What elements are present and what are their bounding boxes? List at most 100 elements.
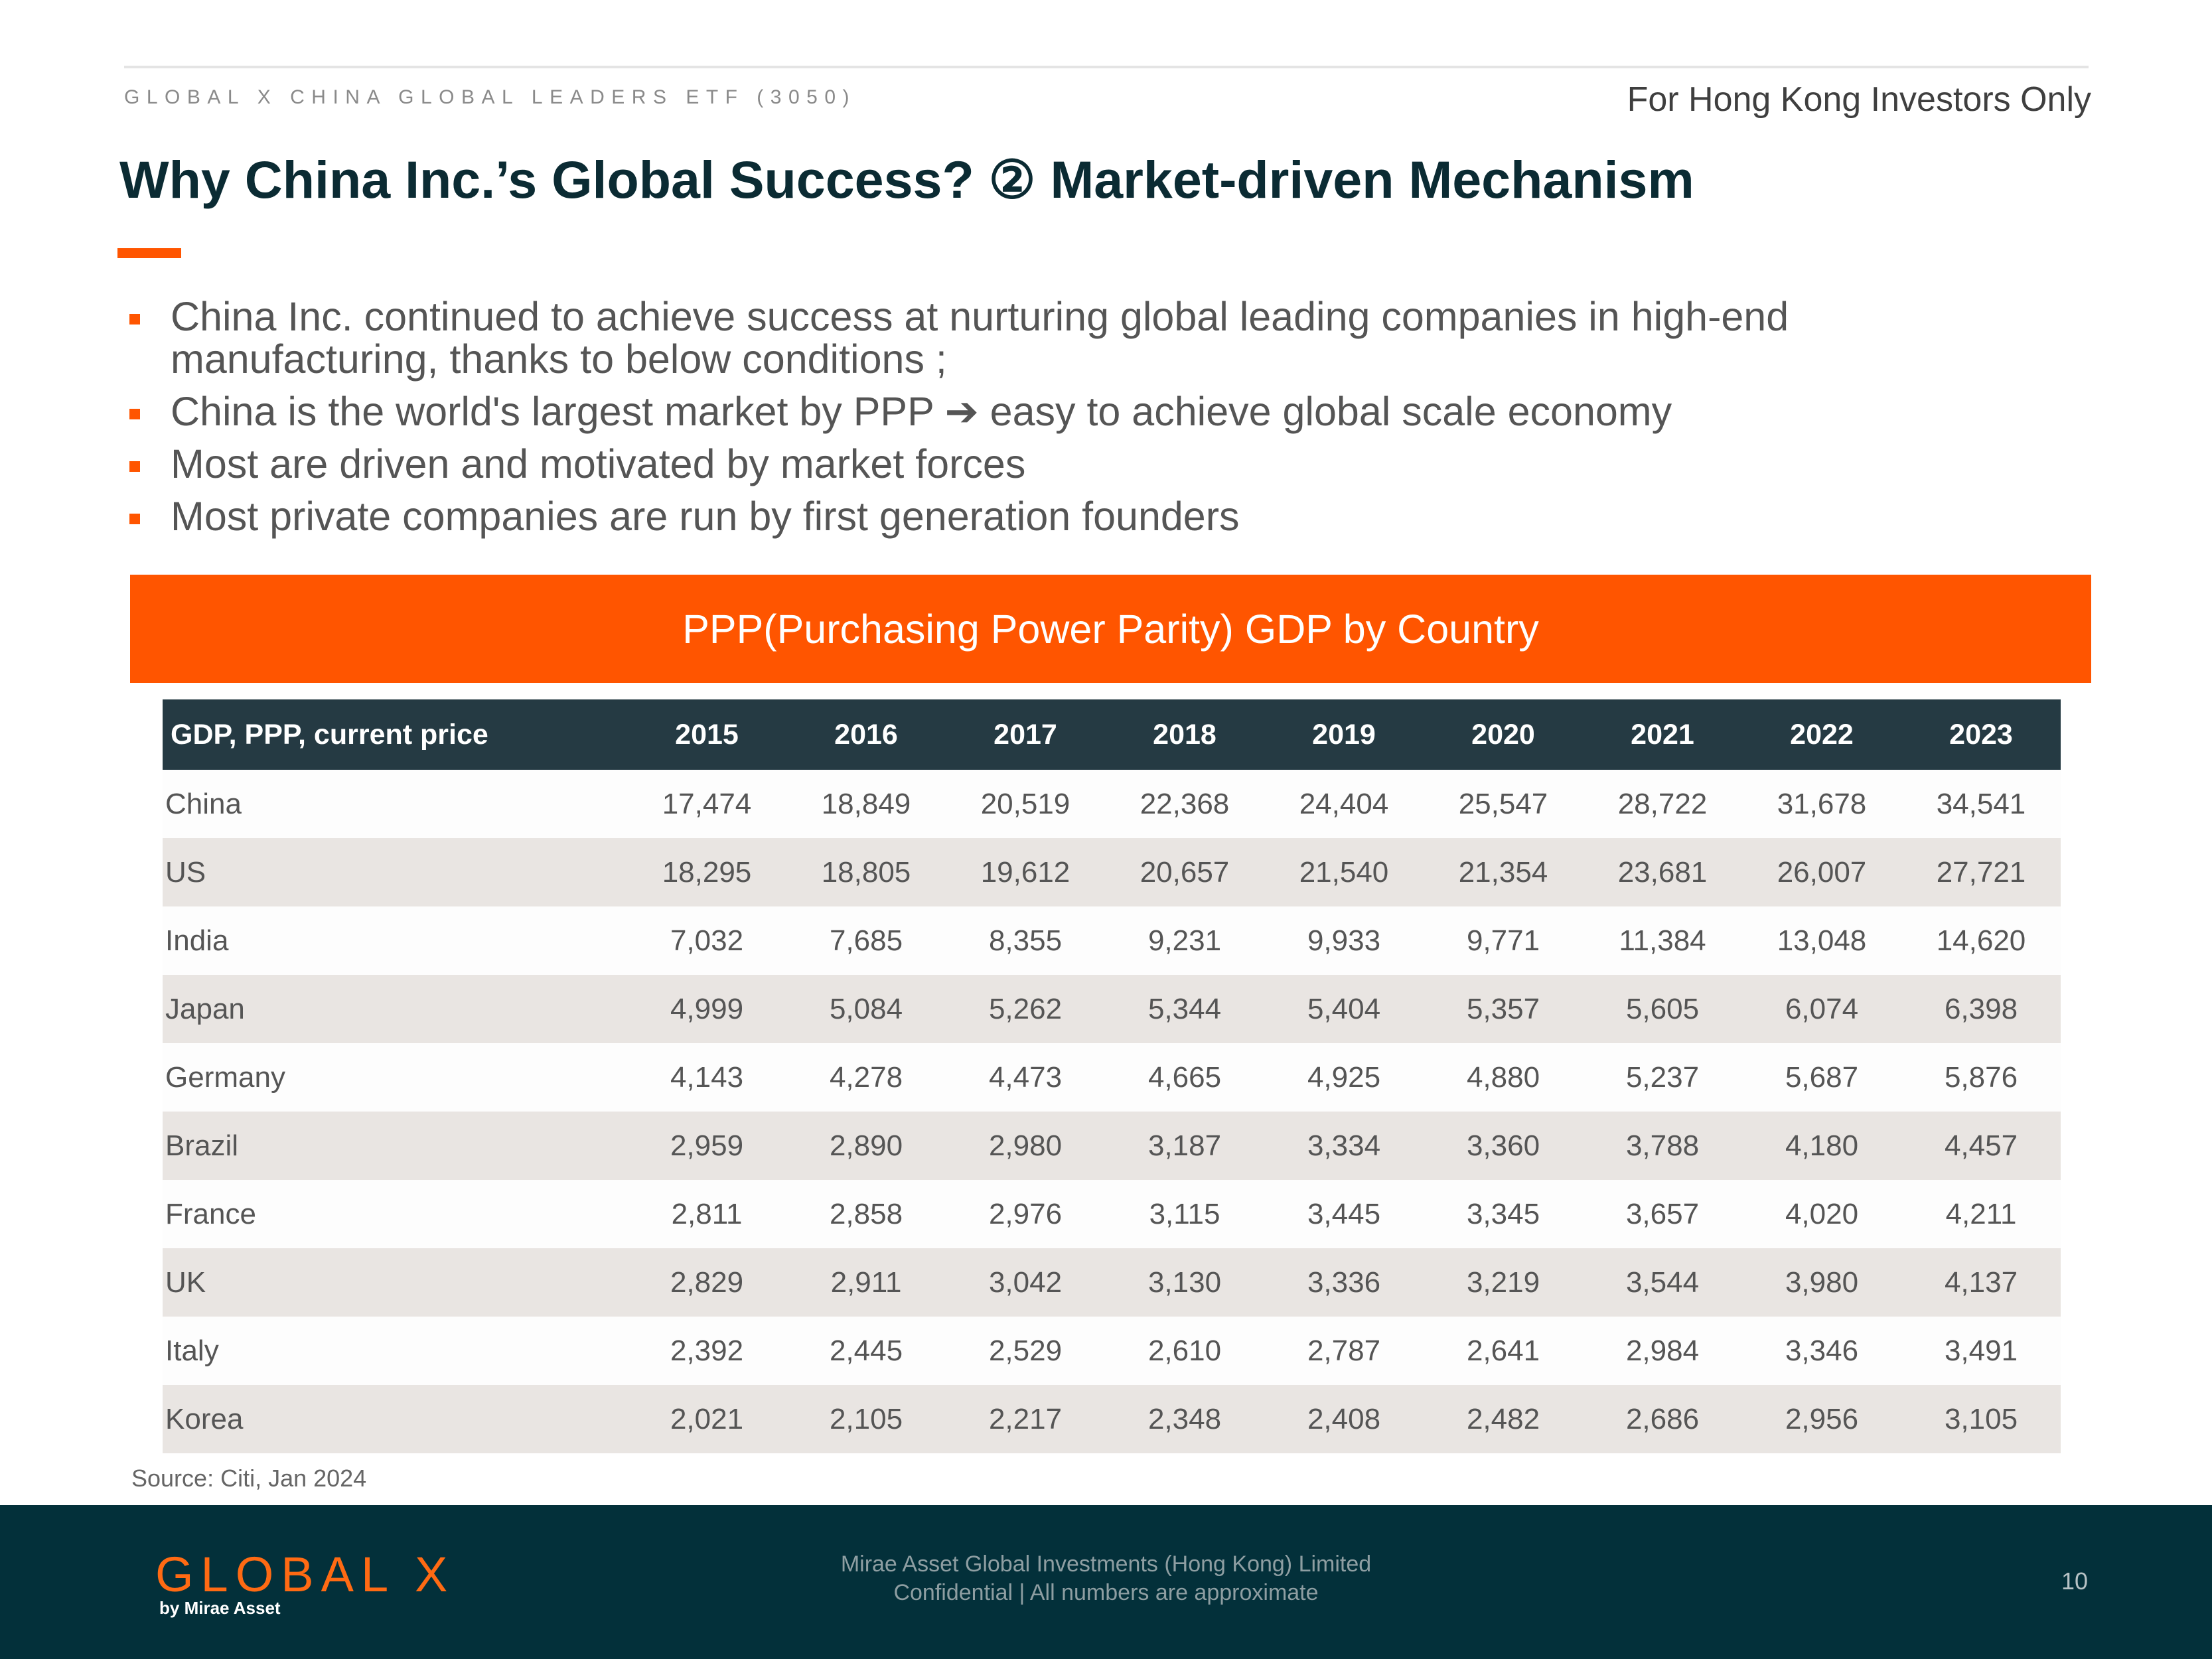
country-cell: Brazil — [163, 1112, 627, 1180]
country-cell: US — [163, 838, 627, 906]
logo-subtitle: by Mirae Asset — [159, 1598, 281, 1618]
header-year: 2015 — [627, 699, 786, 770]
header-year: 2021 — [1583, 699, 1742, 770]
country-cell: UK — [163, 1248, 627, 1317]
value-cell: 3,657 — [1583, 1180, 1742, 1248]
value-cell: 2,984 — [1583, 1317, 1742, 1385]
value-cell: 17,474 — [627, 770, 786, 838]
value-cell: 2,217 — [946, 1385, 1105, 1453]
header-year: 2023 — [1901, 699, 2061, 770]
value-cell: 5,876 — [1901, 1043, 2061, 1112]
company-name: Mirae Asset Global Investments (Hong Kon… — [840, 1551, 1372, 1577]
value-cell: 3,187 — [1105, 1112, 1264, 1180]
value-cell: 26,007 — [1742, 838, 1901, 906]
value-cell: 5,404 — [1264, 975, 1424, 1043]
value-cell: 5,084 — [786, 975, 946, 1043]
value-cell: 3,491 — [1901, 1317, 2061, 1385]
value-cell: 2,641 — [1424, 1317, 1583, 1385]
value-cell: 4,999 — [627, 975, 786, 1043]
bullet-item: Most are driven and motivated by market … — [129, 443, 1921, 485]
value-cell: 2,529 — [946, 1317, 1105, 1385]
table-row: China 17,474 18,849 20,519 22,368 24,404 25,54… — [163, 770, 2061, 838]
value-cell: 21,540 — [1264, 838, 1424, 906]
value-cell: 5,237 — [1583, 1043, 1742, 1112]
value-cell: 2,829 — [627, 1248, 786, 1317]
source-note: Source: Citi, Jan 2024 — [131, 1465, 367, 1492]
footer-company: Mirae Asset Global Investments (Hong Kon… — [0, 1550, 2212, 1607]
bullet-text: Most private companies are run by first … — [171, 494, 1240, 539]
value-cell: 3,115 — [1105, 1180, 1264, 1248]
value-cell: 3,042 — [946, 1248, 1105, 1317]
value-cell: 6,398 — [1901, 975, 2061, 1043]
value-cell: 2,105 — [786, 1385, 946, 1453]
value-cell: 7,685 — [786, 906, 946, 975]
value-cell: 20,657 — [1105, 838, 1264, 906]
table-row: India 7,032 7,685 8,355 9,231 9,933 9,771 11,38… — [163, 906, 2061, 975]
country-cell: Japan — [163, 975, 627, 1043]
value-cell: 3,445 — [1264, 1180, 1424, 1248]
value-cell: 6,074 — [1742, 975, 1901, 1043]
value-cell: 9,231 — [1105, 906, 1264, 975]
country-cell: China — [163, 770, 627, 838]
value-cell: 2,445 — [786, 1317, 946, 1385]
header-year: 2017 — [946, 699, 1105, 770]
table-row: Italy 2,392 2,445 2,529 2,610 2,787 2,641 2,984… — [163, 1317, 2061, 1385]
bullet-item: China is the world's largest market by P… — [129, 390, 1921, 433]
bullet-item: China Inc. continued to achieve success … — [129, 295, 1921, 380]
value-cell: 2,956 — [1742, 1385, 1901, 1453]
value-cell: 34,541 — [1901, 770, 2061, 838]
value-cell: 2,890 — [786, 1112, 946, 1180]
value-cell: 5,605 — [1583, 975, 1742, 1043]
value-cell: 2,392 — [627, 1317, 786, 1385]
value-cell: 25,547 — [1424, 770, 1583, 838]
footer — [0, 1505, 2212, 1659]
value-cell: 4,020 — [1742, 1180, 1901, 1248]
value-cell: 4,143 — [627, 1043, 786, 1112]
page-title: Why China Inc.’s Global Success? ② Marke… — [119, 150, 1694, 209]
value-cell: 3,334 — [1264, 1112, 1424, 1180]
bullet-text: China Inc. continued to achieve success … — [171, 294, 1789, 382]
country-cell: France — [163, 1180, 627, 1248]
table-row: US 18,295 18,805 19,612 20,657 21,540 21,354 23… — [163, 838, 2061, 906]
header-year: 2022 — [1742, 699, 1901, 770]
value-cell: 2,787 — [1264, 1317, 1424, 1385]
value-cell: 23,681 — [1583, 838, 1742, 906]
country-cell: Italy — [163, 1317, 627, 1385]
bullet-square-icon — [129, 314, 140, 325]
bullet-square-icon — [129, 514, 140, 524]
value-cell: 27,721 — [1901, 838, 2061, 906]
value-cell: 3,105 — [1901, 1385, 2061, 1453]
header-year: 2018 — [1105, 699, 1264, 770]
value-cell: 24,404 — [1264, 770, 1424, 838]
value-cell: 3,219 — [1424, 1248, 1583, 1317]
value-cell: 2,610 — [1105, 1317, 1264, 1385]
value-cell: 3,360 — [1424, 1112, 1583, 1180]
audience-note: For Hong Kong Investors Only — [1627, 80, 2091, 119]
value-cell: 22,368 — [1105, 770, 1264, 838]
value-cell: 5,357 — [1424, 975, 1583, 1043]
bullet-square-icon — [129, 409, 140, 419]
value-cell: 3,130 — [1105, 1248, 1264, 1317]
value-cell: 9,933 — [1264, 906, 1424, 975]
value-cell: 5,344 — [1105, 975, 1264, 1043]
value-cell: 4,925 — [1264, 1043, 1424, 1112]
value-cell: 21,354 — [1424, 838, 1583, 906]
table-row: Brazil 2,959 2,890 2,980 3,187 3,334 3,360 3,78… — [163, 1112, 2061, 1180]
value-cell: 13,048 — [1742, 906, 1901, 975]
value-cell: 3,346 — [1742, 1317, 1901, 1385]
table-row: France 2,811 2,858 2,976 3,115 3,445 3,345 3,65… — [163, 1180, 2061, 1248]
title-accent-bar — [117, 248, 181, 258]
global-x-logo: GLOBAL X — [155, 1547, 455, 1602]
value-cell: 2,348 — [1105, 1385, 1264, 1453]
header-label: GDP, PPP, current price — [163, 699, 627, 770]
value-cell: 2,959 — [627, 1112, 786, 1180]
value-cell: 4,665 — [1105, 1043, 1264, 1112]
header-year: 2020 — [1424, 699, 1583, 770]
value-cell: 20,519 — [946, 770, 1105, 838]
bullet-item: Most private companies are run by first … — [129, 495, 1921, 538]
value-cell: 2,811 — [627, 1180, 786, 1248]
value-cell: 3,980 — [1742, 1248, 1901, 1317]
header-year: 2019 — [1264, 699, 1424, 770]
table-row: Japan 4,999 5,084 5,262 5,344 5,404 5,357 5,605… — [163, 975, 2061, 1043]
value-cell: 28,722 — [1583, 770, 1742, 838]
